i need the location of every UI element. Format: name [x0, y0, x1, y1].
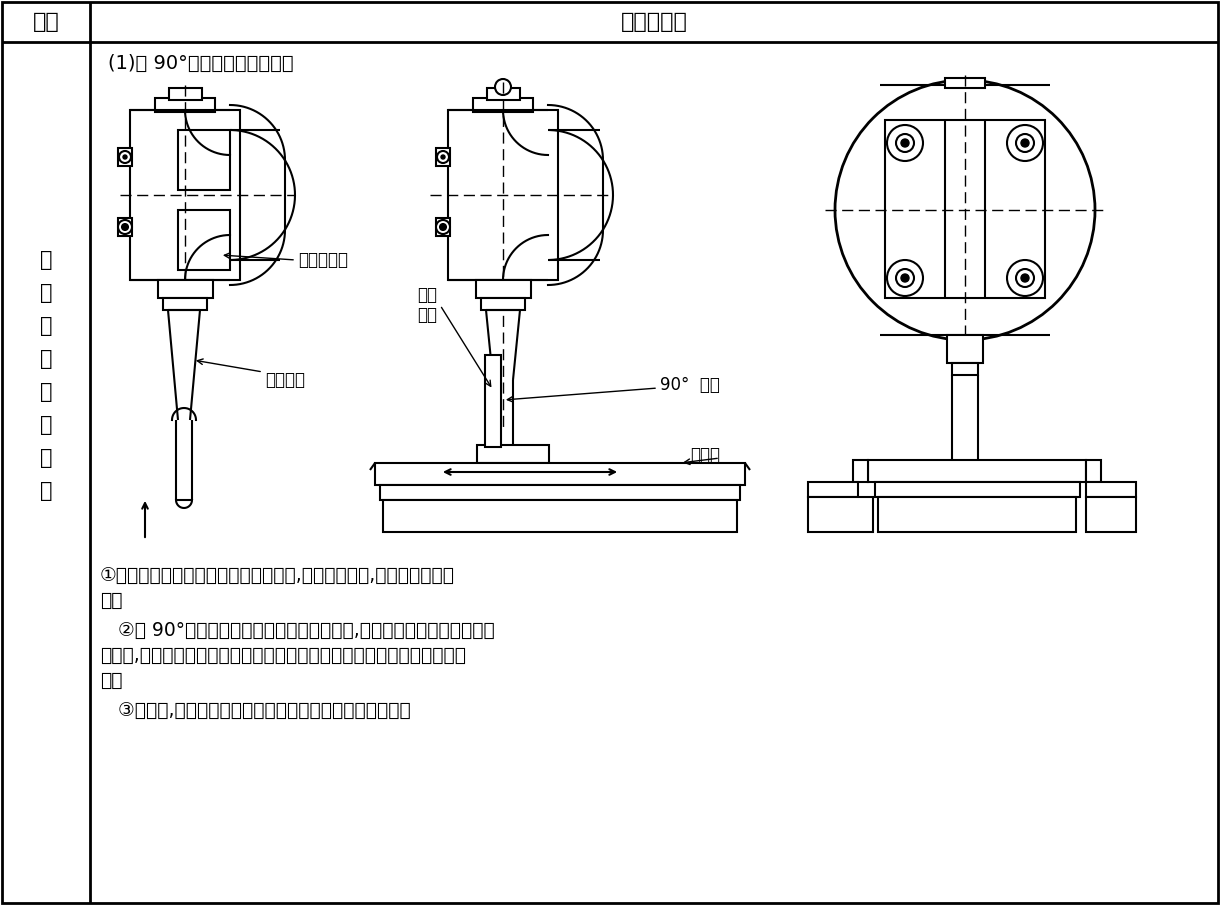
Circle shape: [1021, 274, 1028, 282]
Bar: [952, 363, 978, 375]
Text: 立铣头主轴: 立铣头主轴: [298, 251, 348, 269]
Bar: [884, 120, 1046, 298]
Text: 图示与说明: 图示与说明: [621, 12, 687, 32]
Circle shape: [437, 151, 449, 163]
Text: ①选用与主轴锥孔锥度相同的锥柄心轴,擦净接合面后,将心轴插人主轴: ①选用与主轴锥孔锥度相同的锥柄心轴,擦净接合面后,将心轴插人主轴: [100, 566, 455, 585]
Bar: [155, 98, 215, 112]
Circle shape: [902, 274, 909, 282]
Text: 立: 立: [40, 250, 52, 270]
Bar: [383, 500, 737, 532]
Bar: [875, 482, 1080, 497]
Bar: [477, 445, 549, 463]
Bar: [947, 335, 983, 363]
Bar: [131, 110, 240, 280]
Circle shape: [122, 224, 128, 230]
Bar: [159, 280, 213, 298]
Text: 头: 头: [40, 316, 52, 336]
Bar: [178, 130, 231, 190]
Circle shape: [440, 224, 447, 230]
Text: 的: 的: [40, 415, 52, 435]
Circle shape: [123, 155, 127, 159]
Text: 锥柄: 锥柄: [417, 286, 437, 304]
Text: 位: 位: [40, 382, 52, 402]
Text: 工作台: 工作台: [691, 446, 720, 464]
Bar: [808, 482, 858, 497]
Text: 正: 正: [40, 481, 52, 501]
Bar: [375, 463, 745, 485]
Text: 零: 零: [40, 349, 52, 369]
Bar: [448, 110, 558, 280]
Text: ②将 90°角尺尺座底面紧贴在工作台台面上,用尺苗外测量面靠向心轴圆: ②将 90°角尺尺座底面紧贴在工作台台面上,用尺苗外测量面靠向心轴圆: [100, 621, 495, 640]
Bar: [436, 218, 450, 236]
Bar: [1086, 460, 1100, 482]
Text: 心轴: 心轴: [417, 306, 437, 324]
Bar: [476, 280, 531, 298]
Text: ③校正时,应在工作台进给方向的平行和垂直两个位置进行: ③校正时,应在工作台进给方向的平行和垂直两个位置进行: [100, 700, 411, 719]
Circle shape: [895, 134, 914, 152]
Bar: [808, 497, 874, 532]
Circle shape: [436, 220, 450, 234]
Bar: [163, 298, 207, 310]
Circle shape: [440, 155, 445, 159]
Bar: [379, 485, 741, 500]
Circle shape: [1006, 260, 1043, 296]
Text: 类别: 类别: [33, 12, 60, 32]
Circle shape: [902, 139, 909, 147]
Bar: [486, 355, 501, 447]
Bar: [473, 98, 533, 112]
Bar: [481, 298, 525, 310]
Text: 铣: 铣: [40, 283, 52, 303]
Circle shape: [120, 151, 131, 163]
Bar: [178, 210, 231, 270]
Text: 校: 校: [40, 448, 52, 468]
Bar: [118, 148, 132, 166]
Bar: [1086, 497, 1136, 532]
Circle shape: [1006, 125, 1043, 161]
Circle shape: [895, 269, 914, 287]
Circle shape: [887, 125, 924, 161]
Bar: [436, 148, 450, 166]
Circle shape: [834, 80, 1096, 340]
Bar: [867, 460, 1086, 482]
Text: 柱表面,观察缝隙是否均匀或密合来确定立铣头主轴轴线与工作台台面是否: 柱表面,观察缝隙是否均匀或密合来确定立铣头主轴轴线与工作台台面是否: [100, 645, 466, 664]
Circle shape: [118, 220, 132, 234]
Bar: [853, 460, 867, 482]
Circle shape: [495, 79, 511, 95]
Text: 垂直: 垂直: [100, 671, 122, 690]
Bar: [878, 497, 1076, 532]
Text: 90°  角尺: 90° 角尺: [660, 376, 720, 394]
Bar: [946, 78, 985, 88]
Bar: [487, 88, 520, 100]
Bar: [1086, 482, 1136, 497]
Circle shape: [1016, 269, 1035, 287]
Text: 锥孔: 锥孔: [100, 590, 122, 609]
Text: (1)用 90°角尺和锥度心轴校正: (1)用 90°角尺和锥度心轴校正: [109, 53, 294, 72]
Circle shape: [887, 260, 924, 296]
Bar: [118, 218, 132, 236]
Circle shape: [1016, 134, 1035, 152]
Circle shape: [1021, 139, 1028, 147]
Bar: [170, 88, 203, 100]
Text: 锥柄心轴: 锥柄心轴: [265, 371, 305, 389]
